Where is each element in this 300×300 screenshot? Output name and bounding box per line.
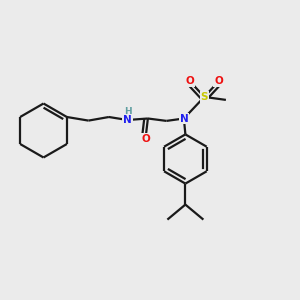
Text: H: H — [124, 107, 131, 116]
Text: N: N — [179, 113, 188, 124]
Text: O: O — [185, 76, 194, 86]
Text: N: N — [123, 115, 132, 125]
Text: O: O — [214, 76, 223, 86]
Text: O: O — [141, 134, 150, 144]
Text: S: S — [200, 92, 208, 102]
